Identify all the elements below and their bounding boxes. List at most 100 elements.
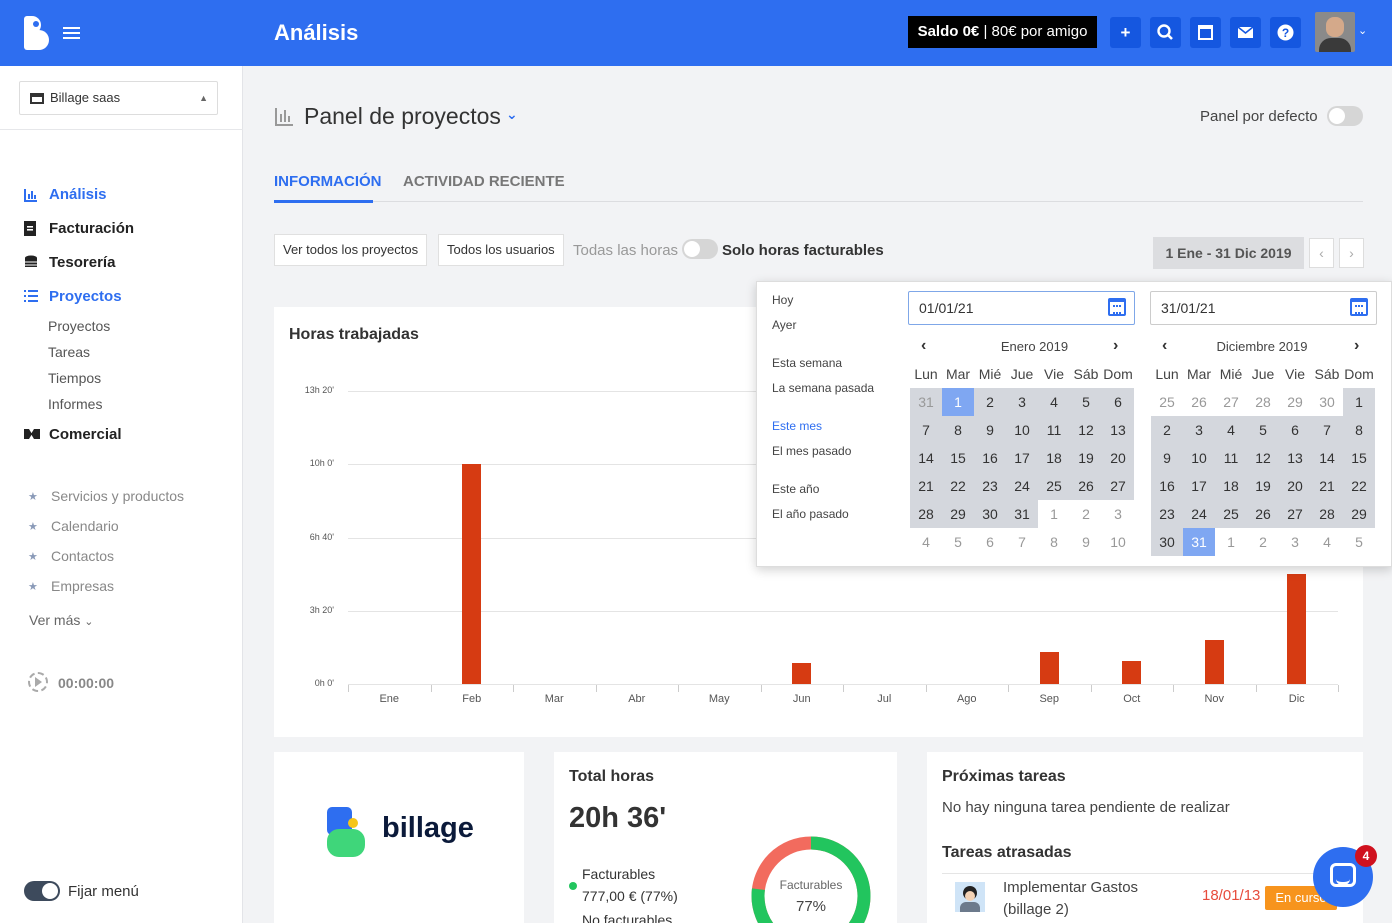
- sidebar-subitem-tareas[interactable]: Tareas: [48, 344, 91, 360]
- chevron-right-icon[interactable]: ›: [1354, 337, 1360, 354]
- range-option-6[interactable]: Este año: [772, 482, 820, 496]
- calendar-day[interactable]: 31: [1183, 528, 1215, 556]
- sidebar-subitem-tiempos[interactable]: Tiempos: [48, 370, 102, 386]
- calendar-day[interactable]: 3: [1291, 534, 1299, 550]
- chevron-left-icon[interactable]: ‹: [921, 337, 927, 354]
- chevron-left-icon[interactable]: ‹: [1162, 337, 1168, 354]
- calendar-day[interactable]: 21: [910, 472, 942, 500]
- tab-informacion[interactable]: INFORMACIÓN: [274, 173, 382, 190]
- sidebar-subitem-proyectos[interactable]: Proyectos: [48, 318, 111, 334]
- sidebar-item-facturacion[interactable]: Facturación: [49, 220, 135, 237]
- sidebar-item-analisis[interactable]: Análisis: [49, 186, 107, 203]
- favorite-calendario[interactable]: Calendario: [51, 518, 119, 534]
- chart-bar-sep[interactable]: [1039, 651, 1059, 684]
- calendar-day[interactable]: 26: [1247, 500, 1279, 528]
- calendar-day[interactable]: 17: [1006, 444, 1038, 472]
- favorite-contactos[interactable]: Contactos: [51, 548, 115, 564]
- sidebar-item-comercial[interactable]: Comercial: [49, 426, 122, 443]
- calendar-day[interactable]: 3: [1114, 506, 1122, 522]
- calendar-day[interactable]: 15: [942, 444, 974, 472]
- ver-mas-link[interactable]: Ver más ⌄: [29, 612, 93, 628]
- calendar-day[interactable]: 4: [1323, 534, 1331, 550]
- end-date-input[interactable]: 31/01/21: [1150, 291, 1377, 325]
- calendar-day[interactable]: 6: [1102, 388, 1134, 416]
- calendar-day[interactable]: 7: [1018, 534, 1026, 550]
- calendar-day[interactable]: 23: [974, 472, 1006, 500]
- balance-button[interactable]: Saldo 0€ | 80€ por amigo: [908, 16, 1097, 48]
- calendar-day[interactable]: 23: [1151, 500, 1183, 528]
- calendar-day[interactable]: 28: [1255, 394, 1271, 410]
- calendar-day[interactable]: 5: [1355, 534, 1363, 550]
- range-option-7[interactable]: El año pasado: [772, 507, 849, 521]
- calendar-day[interactable]: 2: [1259, 534, 1267, 550]
- next-period-button[interactable]: ›: [1339, 238, 1364, 268]
- help-icon[interactable]: ?: [1270, 17, 1301, 48]
- calendar-day[interactable]: 16: [1151, 472, 1183, 500]
- calendar-day[interactable]: 12: [1070, 416, 1102, 444]
- calendar-day[interactable]: 9: [1151, 444, 1183, 472]
- chart-bar-oct[interactable]: [1122, 661, 1142, 684]
- calendar-day[interactable]: 24: [1183, 500, 1215, 528]
- calendar-day[interactable]: 28: [1311, 500, 1343, 528]
- chevron-right-icon[interactable]: ›: [1113, 337, 1119, 354]
- calendar-day[interactable]: 27: [1102, 472, 1134, 500]
- chart-bar-jun[interactable]: [792, 662, 812, 684]
- calendar-day[interactable]: 4: [1038, 388, 1070, 416]
- calendar-day[interactable]: 22: [1343, 472, 1375, 500]
- calendar-day[interactable]: 14: [1311, 444, 1343, 472]
- start-date-input[interactable]: 01/01/21: [908, 291, 1135, 325]
- calendar-day[interactable]: 30: [1151, 528, 1183, 556]
- calendar-day[interactable]: 11: [1215, 444, 1247, 472]
- range-option-3[interactable]: La semana pasada: [772, 381, 875, 395]
- range-option-4[interactable]: Este mes: [772, 419, 823, 433]
- calendar-day[interactable]: 20: [1279, 472, 1311, 500]
- calendar-day[interactable]: 4: [922, 534, 930, 550]
- billage-logo-icon[interactable]: [24, 16, 49, 50]
- favorite-servicios[interactable]: Servicios y productos: [51, 488, 185, 504]
- calendar-day[interactable]: 30: [1319, 394, 1335, 410]
- user-avatar[interactable]: [1315, 12, 1355, 52]
- calendar-day[interactable]: 24: [1006, 472, 1038, 500]
- calendar-day[interactable]: 5: [1247, 416, 1279, 444]
- calendar-icon[interactable]: [1350, 298, 1368, 316]
- calendar-day[interactable]: 10: [1183, 444, 1215, 472]
- menu-icon[interactable]: [63, 27, 80, 39]
- calendar-day[interactable]: 27: [1279, 500, 1311, 528]
- calendar-day[interactable]: 7: [910, 416, 942, 444]
- calendar-day[interactable]: 22: [942, 472, 974, 500]
- calendar-day[interactable]: 18: [1215, 472, 1247, 500]
- calendar-day[interactable]: 6: [1279, 416, 1311, 444]
- calendar-day[interactable]: 1: [1050, 506, 1058, 522]
- calendar-icon[interactable]: [1190, 17, 1221, 48]
- calendar-day[interactable]: 31: [1006, 500, 1038, 528]
- chevron-down-icon[interactable]: ⌄: [506, 106, 518, 122]
- calendar-day[interactable]: 13: [1279, 444, 1311, 472]
- ver-todos-proyectos-button[interactable]: Ver todos los proyectos: [274, 234, 428, 266]
- range-option-2[interactable]: Esta semana: [772, 356, 843, 370]
- chevron-down-icon[interactable]: ⌄: [1358, 25, 1368, 37]
- calendar-day[interactable]: 1: [1343, 388, 1375, 416]
- range-option-5[interactable]: El mes pasado: [772, 444, 852, 458]
- todos-usuarios-button[interactable]: Todos los usuarios: [438, 234, 564, 266]
- tab-actividad-reciente[interactable]: ACTIVIDAD RECIENTE: [403, 173, 565, 190]
- plus-icon[interactable]: +: [1110, 17, 1141, 48]
- chart-bar-dic[interactable]: [1287, 574, 1307, 684]
- calendar-day[interactable]: 19: [1070, 444, 1102, 472]
- calendar-icon[interactable]: [1108, 298, 1126, 316]
- calendar-day[interactable]: 30: [974, 500, 1006, 528]
- date-range-button[interactable]: 1 Ene - 31 Dic 2019: [1153, 237, 1304, 269]
- fijar-menu-toggle[interactable]: [24, 881, 60, 901]
- chart-bar-feb[interactable]: [462, 464, 482, 684]
- calendar-day[interactable]: 4: [1215, 416, 1247, 444]
- calendar-day[interactable]: 25: [1159, 394, 1175, 410]
- calendar-day[interactable]: 8: [1050, 534, 1058, 550]
- sidebar-item-proyectos[interactable]: Proyectos: [49, 288, 122, 305]
- sidebar-item-tesoreria[interactable]: Tesorería: [49, 254, 116, 271]
- calendar-day[interactable]: 19: [1247, 472, 1279, 500]
- calendar-day[interactable]: 3: [1183, 416, 1215, 444]
- calendar-day[interactable]: 26: [1191, 394, 1207, 410]
- calendar-day[interactable]: 9: [1082, 534, 1090, 550]
- panel-default-toggle[interactable]: [1327, 106, 1363, 126]
- prev-period-button[interactable]: ‹: [1309, 238, 1334, 268]
- calendar-day[interactable]: 10: [1006, 416, 1038, 444]
